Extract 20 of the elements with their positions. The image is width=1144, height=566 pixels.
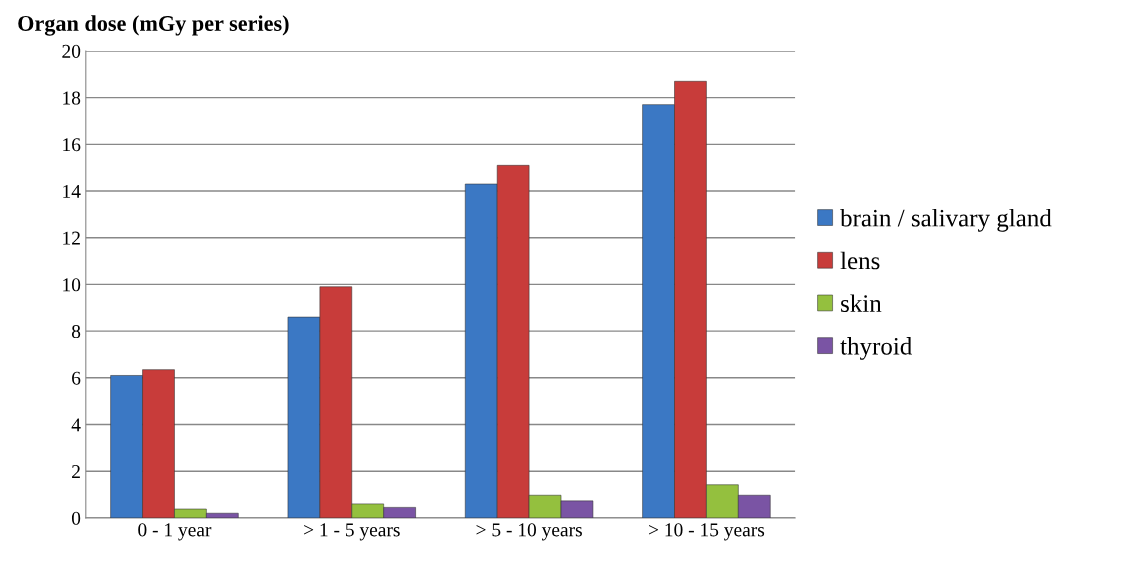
y-tick-label: 2 [72, 465, 80, 478]
legend-label: lens [840, 251, 880, 270]
y-tick-label: 20 [62, 44, 81, 58]
y-tick-label: 18 [63, 91, 81, 105]
x-tick-label: > 10 - 15 years [649, 523, 765, 541]
x-tick-label: > 5 - 10 years [476, 523, 582, 541]
y-tick-label: 8 [71, 324, 81, 339]
x-tick-label: 0 - 1 year [138, 523, 212, 541]
y-tick-label: 4 [71, 418, 81, 432]
y-tick-label: 10 [63, 278, 81, 292]
y-tick-label: 16 [63, 138, 81, 152]
y-tick-label: 12 [63, 231, 80, 245]
x-tick-label: > 1 - 5 years [304, 523, 400, 541]
y-tick-label: 14 [63, 184, 81, 198]
y-tick-label: 0 [71, 511, 81, 525]
chart-title: Organ dose (mGy per series) [18, 15, 289, 36]
legend-label: skin [841, 294, 882, 313]
legend-label: brain / salivary gland [840, 209, 1052, 232]
legend-label: thyroid [840, 337, 912, 360]
y-tick-label: 6 [72, 371, 81, 385]
